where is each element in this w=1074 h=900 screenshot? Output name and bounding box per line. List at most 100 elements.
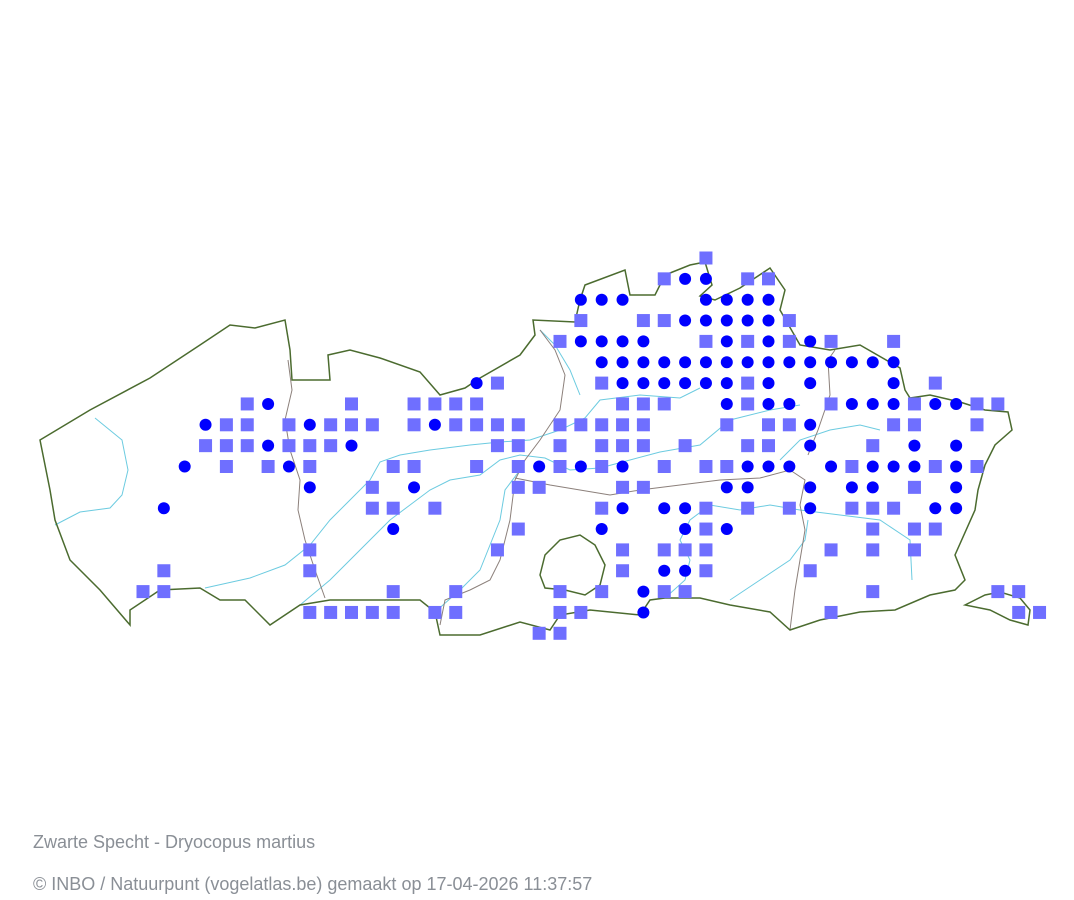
square-marker — [699, 334, 713, 348]
square-marker — [699, 543, 713, 557]
circle-marker — [157, 502, 170, 515]
circle-marker — [825, 460, 838, 473]
square-marker — [657, 314, 671, 328]
square-marker — [907, 397, 921, 411]
square-marker — [616, 439, 630, 453]
square-marker — [219, 418, 233, 432]
square-marker — [824, 605, 838, 619]
square-marker — [782, 418, 796, 432]
circle-marker — [262, 439, 275, 452]
square-marker — [240, 418, 254, 432]
square-marker — [824, 397, 838, 411]
square-marker — [1012, 585, 1026, 599]
square-marker — [324, 418, 338, 432]
square-marker — [490, 376, 504, 390]
circle-marker — [699, 272, 712, 285]
square-marker — [678, 439, 692, 453]
square-marker — [345, 605, 358, 619]
circle-marker — [574, 293, 587, 306]
square-marker — [595, 376, 609, 390]
circle-marker — [303, 418, 316, 431]
circle-marker — [595, 293, 608, 306]
river-line — [54, 417, 129, 526]
circle-marker — [679, 377, 692, 390]
circle-marker — [616, 356, 629, 369]
square-marker — [887, 501, 901, 515]
square-marker — [699, 564, 713, 578]
province-border — [439, 329, 566, 626]
circle-marker — [387, 523, 400, 536]
square-marker — [1033, 605, 1047, 619]
square-marker — [741, 272, 755, 286]
square-marker — [616, 418, 630, 432]
square-marker — [240, 439, 254, 453]
square-marker — [386, 605, 400, 619]
circle-marker — [637, 585, 650, 598]
square-marker — [511, 460, 525, 473]
square-marker — [386, 501, 400, 515]
circle-marker — [178, 460, 191, 473]
square-marker — [803, 564, 817, 578]
square-marker — [219, 460, 233, 473]
square-marker — [741, 439, 755, 453]
square-marker — [887, 334, 901, 348]
square-marker — [636, 397, 650, 411]
square-marker — [553, 626, 567, 640]
circle-marker — [741, 293, 754, 306]
circle-marker — [679, 356, 692, 369]
square-marker — [553, 605, 567, 619]
square-marker — [449, 585, 463, 599]
circle-marker — [720, 397, 733, 410]
circle-marker — [616, 502, 629, 515]
circle-marker — [616, 335, 629, 348]
square-marker — [824, 334, 838, 348]
circle-marker — [908, 460, 921, 473]
square-marker — [407, 397, 421, 411]
circle-marker — [428, 418, 441, 431]
voeren-exclave — [962, 591, 1031, 626]
river-line — [729, 519, 809, 601]
square-marker — [636, 418, 650, 432]
circle-marker — [845, 356, 858, 369]
square-marker — [303, 439, 317, 453]
circle-marker — [679, 564, 692, 577]
circle-marker — [804, 502, 817, 515]
circle-marker — [658, 377, 671, 390]
square-marker — [657, 272, 671, 286]
square-marker — [532, 626, 546, 640]
river-line — [779, 424, 881, 461]
square-marker — [907, 418, 921, 432]
square-marker — [762, 272, 775, 286]
square-marker — [345, 397, 358, 411]
square-marker — [741, 376, 755, 390]
circle-marker — [720, 356, 733, 369]
circle-marker — [699, 314, 712, 327]
square-marker — [303, 543, 317, 557]
province-borders — [284, 329, 836, 631]
square-marker — [595, 439, 609, 453]
square-marker — [866, 522, 880, 536]
circle-marker — [950, 397, 963, 410]
square-marker — [449, 418, 463, 432]
circle-marker — [262, 397, 275, 410]
square-marker — [553, 439, 567, 453]
square-marker — [595, 501, 609, 515]
square-marker — [595, 460, 609, 473]
circle-marker — [804, 439, 817, 452]
square-marker — [511, 439, 525, 453]
circle-marker — [574, 460, 587, 473]
square-marker — [511, 522, 525, 536]
square-marker — [1012, 605, 1026, 619]
circle-marker — [804, 335, 817, 348]
square-marker — [741, 501, 755, 515]
circle-marker — [929, 397, 942, 410]
circle-marker — [720, 335, 733, 348]
circle-marker — [408, 481, 421, 494]
square-marker — [553, 585, 567, 599]
circle-marker — [637, 606, 650, 619]
square-marker — [616, 397, 630, 411]
square-marker — [866, 439, 880, 453]
circle-marker — [845, 481, 858, 494]
circle-marker — [804, 418, 817, 431]
